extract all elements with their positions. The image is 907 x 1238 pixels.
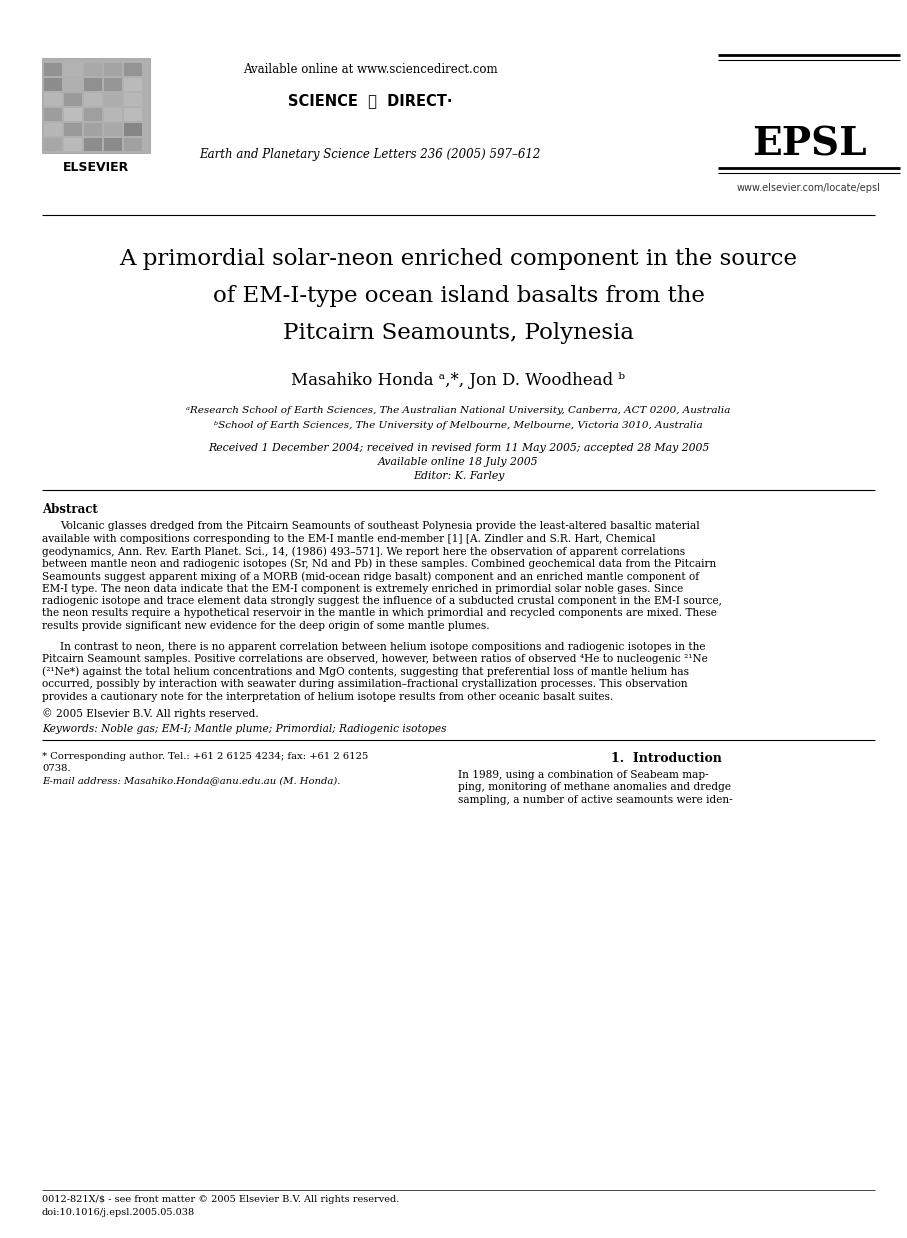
Text: Masahiko Honda ᵃ,*, Jon D. Woodhead ᵇ: Masahiko Honda ᵃ,*, Jon D. Woodhead ᵇ xyxy=(291,371,626,389)
Text: Available online at www.sciencedirect.com: Available online at www.sciencedirect.co… xyxy=(243,63,497,76)
Text: In 1989, using a combination of Seabeam map-: In 1989, using a combination of Seabeam … xyxy=(458,770,708,780)
Text: doi:10.1016/j.epsl.2005.05.038: doi:10.1016/j.epsl.2005.05.038 xyxy=(42,1208,195,1217)
Bar xyxy=(104,78,122,92)
Bar xyxy=(64,123,82,136)
Text: Editor: K. Farley: Editor: K. Farley xyxy=(413,470,504,482)
Bar xyxy=(104,93,122,106)
Bar xyxy=(44,78,62,92)
Bar xyxy=(84,137,102,151)
Text: ᵇSchool of Earth Sciences, The University of Melbourne, Melbourne, Victoria 3010: ᵇSchool of Earth Sciences, The Universit… xyxy=(214,421,703,430)
Text: Received 1 December 2004; received in revised form 11 May 2005; accepted 28 May : Received 1 December 2004; received in re… xyxy=(208,443,709,453)
Text: A primordial solar-neon enriched component in the source: A primordial solar-neon enriched compone… xyxy=(120,248,797,270)
Bar xyxy=(124,137,142,151)
Bar xyxy=(44,63,62,76)
Text: Pitcairn Seamounts, Polynesia: Pitcairn Seamounts, Polynesia xyxy=(283,322,634,344)
Bar xyxy=(124,63,142,76)
Bar xyxy=(104,63,122,76)
Bar xyxy=(104,123,122,136)
Bar xyxy=(64,63,82,76)
Bar xyxy=(64,93,82,106)
Text: occurred, possibly by interaction with seawater during assimilation–fractional c: occurred, possibly by interaction with s… xyxy=(42,678,688,690)
Bar xyxy=(124,108,142,121)
Text: 1.  Introduction: 1. Introduction xyxy=(611,751,722,765)
Text: SCIENCE  ⓓ  DIRECT·: SCIENCE ⓓ DIRECT· xyxy=(288,93,453,108)
Bar xyxy=(104,137,122,151)
Bar xyxy=(124,123,142,136)
Bar xyxy=(44,108,62,121)
Text: Volcanic glasses dredged from the Pitcairn Seamounts of southeast Polynesia prov: Volcanic glasses dredged from the Pitcai… xyxy=(60,521,699,531)
Bar xyxy=(84,93,102,106)
Text: the neon results require a hypothetical reservoir in the mantle in which primord: the neon results require a hypothetical … xyxy=(42,609,717,619)
Text: Available online 18 July 2005: Available online 18 July 2005 xyxy=(378,457,539,467)
Text: (²¹Ne*) against the total helium concentrations and MgO contents, suggesting tha: (²¹Ne*) against the total helium concent… xyxy=(42,666,689,677)
Text: Seamounts suggest apparent mixing of a MORB (mid-ocean ridge basalt) component a: Seamounts suggest apparent mixing of a M… xyxy=(42,571,699,582)
Text: ping, monitoring of methane anomalies and dredge: ping, monitoring of methane anomalies an… xyxy=(458,782,731,792)
Bar xyxy=(64,78,82,92)
Bar xyxy=(84,123,102,136)
Text: between mantle neon and radiogenic isotopes (Sr, Nd and Pb) in these samples. Co: between mantle neon and radiogenic isoto… xyxy=(42,558,717,569)
Bar xyxy=(64,108,82,121)
Text: EM-I type. The neon data indicate that the EM-I component is extremely enriched : EM-I type. The neon data indicate that t… xyxy=(42,583,683,593)
Bar xyxy=(64,137,82,151)
Text: Earth and Planetary Science Letters 236 (2005) 597–612: Earth and Planetary Science Letters 236 … xyxy=(200,149,541,161)
Text: provides a cautionary note for the interpretation of helium isotope results from: provides a cautionary note for the inter… xyxy=(42,692,613,702)
Bar xyxy=(104,108,122,121)
Text: available with compositions corresponding to the EM-I mantle end-member [1] [A. : available with compositions correspondin… xyxy=(42,534,656,543)
Bar xyxy=(44,123,62,136)
Text: In contrast to neon, there is no apparent correlation between helium isotope com: In contrast to neon, there is no apparen… xyxy=(60,641,706,651)
Bar xyxy=(42,58,150,154)
Text: geodynamics, Ann. Rev. Earth Planet. Sci., 14, (1986) 493–571]. We report here t: geodynamics, Ann. Rev. Earth Planet. Sci… xyxy=(42,546,685,557)
Bar xyxy=(84,108,102,121)
Text: E-mail address: Masahiko.Honda@anu.edu.au (M. Honda).: E-mail address: Masahiko.Honda@anu.edu.a… xyxy=(42,776,340,785)
Text: Keywords: Noble gas; EM-I; Mantle plume; Primordial; Radiogenic isotopes: Keywords: Noble gas; EM-I; Mantle plume;… xyxy=(42,724,446,734)
Text: sampling, a number of active seamounts were iden-: sampling, a number of active seamounts w… xyxy=(458,795,733,805)
Text: radiogenic isotope and trace element data strongly suggest the influence of a su: radiogenic isotope and trace element dat… xyxy=(42,595,722,605)
Bar xyxy=(124,93,142,106)
Text: © 2005 Elsevier B.V. All rights reserved.: © 2005 Elsevier B.V. All rights reserved… xyxy=(42,708,258,719)
Text: Pitcairn Seamount samples. Positive correlations are observed, however, between : Pitcairn Seamount samples. Positive corr… xyxy=(42,654,707,664)
Text: 0012-821X/$ - see front matter © 2005 Elsevier B.V. All rights reserved.: 0012-821X/$ - see front matter © 2005 El… xyxy=(42,1195,399,1205)
Text: of EM-I-type ocean island basalts from the: of EM-I-type ocean island basalts from t… xyxy=(212,285,705,307)
Bar xyxy=(84,63,102,76)
Bar xyxy=(84,78,102,92)
Text: ELSEVIER: ELSEVIER xyxy=(63,161,129,175)
Text: 0738.: 0738. xyxy=(42,764,71,773)
Text: ᵃResearch School of Earth Sciences, The Australian National University, Canberra: ᵃResearch School of Earth Sciences, The … xyxy=(186,406,731,415)
Text: * Corresponding author. Tel.: +61 2 6125 4234; fax: +61 2 6125: * Corresponding author. Tel.: +61 2 6125… xyxy=(42,751,368,761)
Bar xyxy=(124,78,142,92)
Text: www.elsevier.com/locate/epsl: www.elsevier.com/locate/epsl xyxy=(737,183,881,193)
Text: Abstract: Abstract xyxy=(42,503,98,516)
Bar xyxy=(44,137,62,151)
Text: EPSL: EPSL xyxy=(752,125,866,163)
Bar xyxy=(44,93,62,106)
Text: results provide significant new evidence for the deep origin of some mantle plum: results provide significant new evidence… xyxy=(42,621,490,631)
